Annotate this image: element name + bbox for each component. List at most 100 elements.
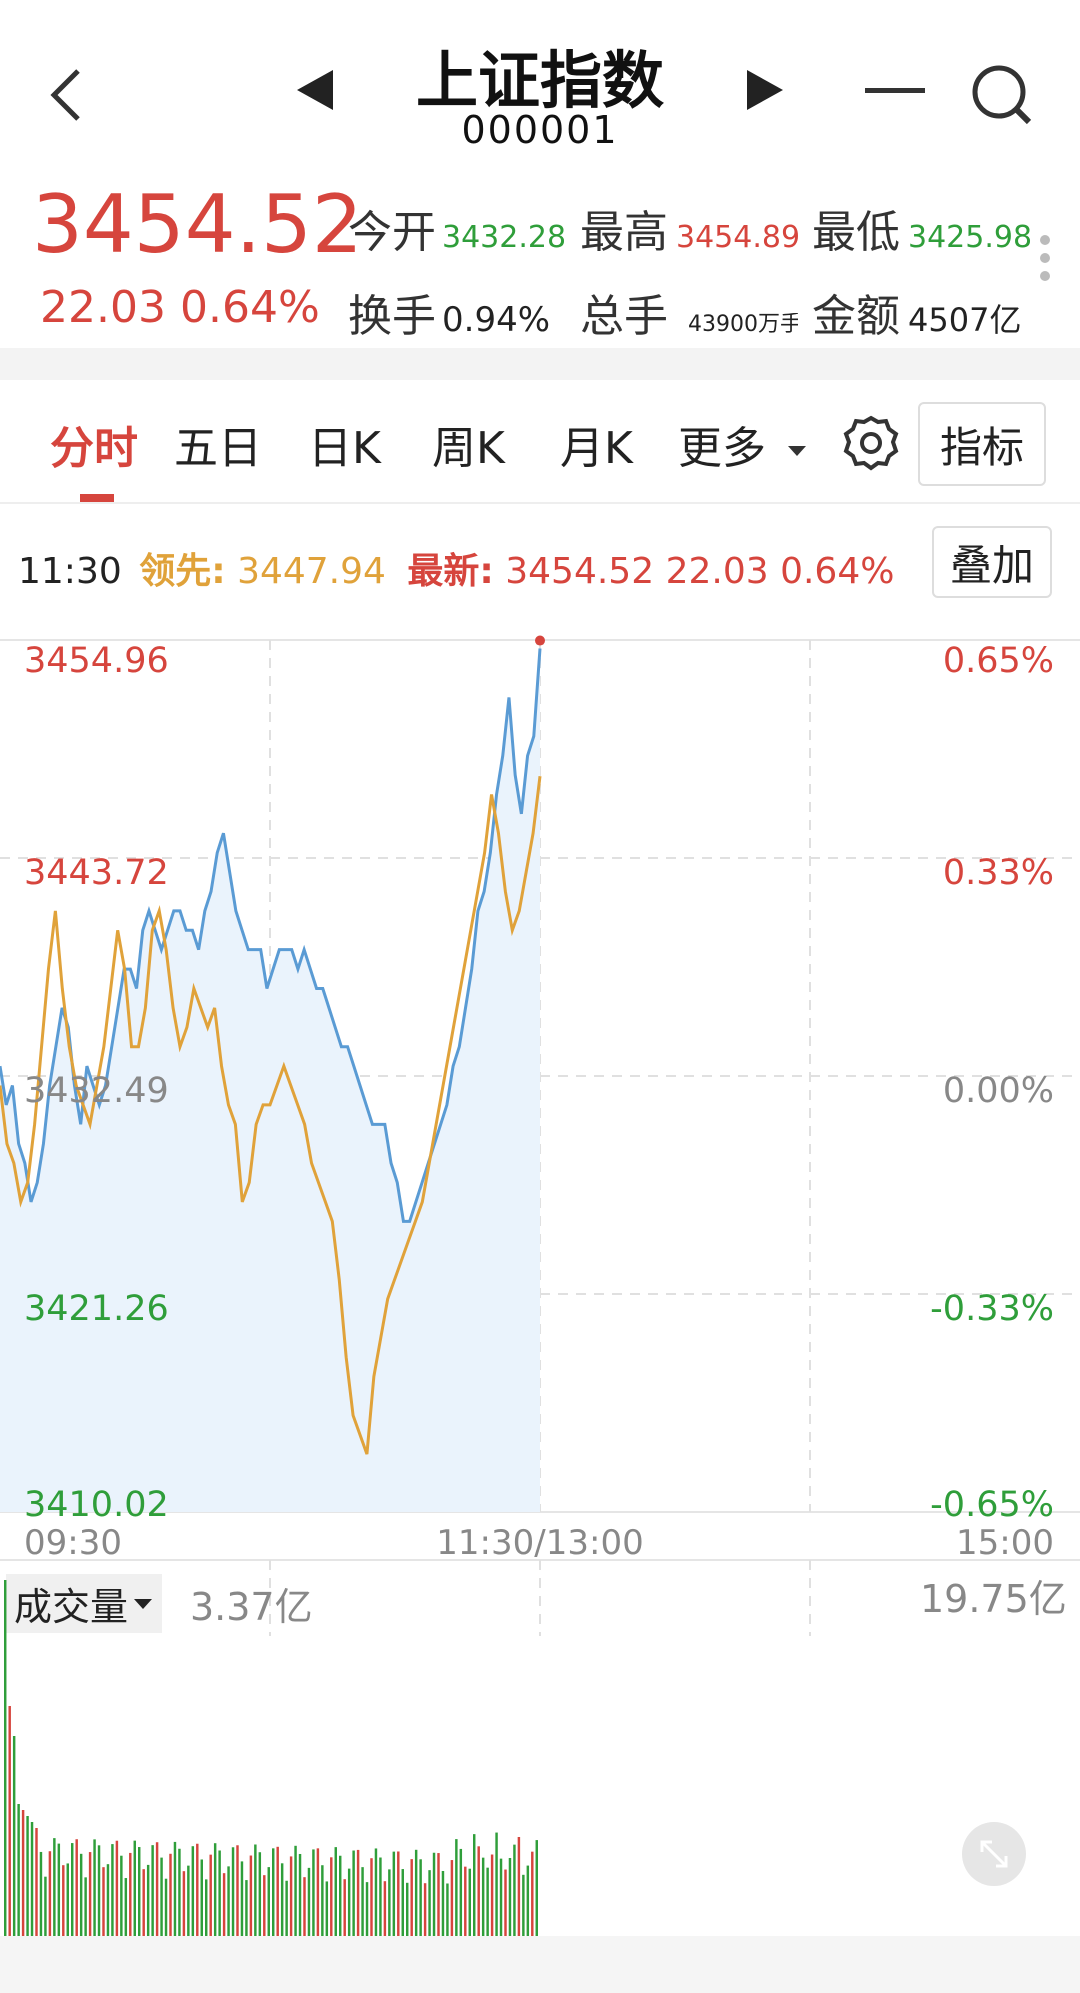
volume-bar <box>406 1882 409 1936</box>
tab-more[interactable]: 更多 <box>678 412 808 476</box>
volume-bar <box>312 1849 315 1936</box>
volume-bar <box>339 1855 342 1936</box>
amount-value: 4507亿 <box>908 301 1022 339</box>
volume-bar <box>53 1838 56 1936</box>
volume-bar <box>272 1848 275 1936</box>
indicator-button[interactable]: 指标 <box>918 402 1046 486</box>
volume-bar <box>477 1846 480 1936</box>
volume-bar <box>361 1867 364 1936</box>
volume-label: 总手 <box>580 291 668 342</box>
volume-bar <box>307 1867 311 1936</box>
volume-bar <box>432 1852 436 1936</box>
settings-button[interactable] <box>838 410 904 476</box>
volume-bar <box>356 1849 360 1936</box>
volume-bar <box>26 1816 29 1936</box>
tab-week-k[interactable]: 周K <box>432 423 505 474</box>
volume-selector[interactable]: 成交量 <box>6 1574 163 1633</box>
next-stock-button[interactable] <box>740 60 790 120</box>
volume-bar <box>155 1842 159 1936</box>
tab-intraday[interactable]: 分时 <box>50 423 138 474</box>
volume-bar <box>209 1854 212 1936</box>
info-bar: 11:30 领先: 3447.94 最新: 3454.52 22.03 0.64… <box>0 504 1080 620</box>
volume-bar <box>30 1822 34 1936</box>
volume-bar <box>294 1845 297 1936</box>
volume-bar <box>164 1878 168 1936</box>
volume-bar <box>196 1843 199 1936</box>
volume-bar <box>39 1851 43 1936</box>
volume-max-label: 19.75亿 <box>920 1577 1067 1621</box>
lead-value: 3447.94 <box>237 551 386 592</box>
stock-code: 000001 <box>461 108 619 152</box>
turnover-cell: 换手 0.94% <box>348 280 550 344</box>
lead-label: 领先: <box>139 551 226 592</box>
price-area-fill <box>0 648 540 1512</box>
volume-bar <box>267 1867 270 1936</box>
volume-bar <box>535 1840 538 1936</box>
volume-bar <box>495 1832 498 1936</box>
volume-bar <box>334 1847 337 1936</box>
volume-bar <box>213 1843 217 1936</box>
volume-bar <box>151 1845 154 1936</box>
volume-bar <box>222 1873 226 1936</box>
volume-bar <box>97 1845 101 1936</box>
volume-bar <box>48 1851 52 1936</box>
triangle-right-icon <box>747 70 783 110</box>
tab-day-k[interactable]: 日K <box>308 423 381 474</box>
expand-icon <box>980 1840 1008 1868</box>
back-button[interactable] <box>36 55 96 135</box>
volume-bar <box>392 1851 396 1936</box>
volume-bar <box>138 1847 141 1936</box>
more-options-button[interactable] <box>1030 230 1060 286</box>
price-change: 22.03 0.64% <box>40 282 320 333</box>
volume-bar <box>455 1839 458 1936</box>
chevron-left-icon <box>50 69 80 121</box>
volume-bar <box>240 1861 244 1936</box>
tab-month-k[interactable]: 月K <box>560 423 633 474</box>
fullscreen-button[interactable] <box>962 1822 1026 1886</box>
volume-chart <box>4 1580 538 1936</box>
gear-icon <box>843 415 899 471</box>
volume-bar <box>218 1850 221 1936</box>
volume-bar <box>531 1851 534 1936</box>
volume-bar <box>303 1877 306 1936</box>
volume-bar <box>490 1854 494 1936</box>
overlay-button[interactable]: 叠加 <box>932 526 1052 598</box>
latest-label: 最新: <box>407 551 494 592</box>
latest-value: 3454.52 22.03 0.64% <box>505 551 895 592</box>
volume-bar <box>289 1856 293 1936</box>
open-label: 今开 <box>348 207 436 258</box>
volume-bar <box>513 1844 516 1936</box>
tab-five-day[interactable]: 五日 <box>174 423 262 474</box>
minimize-button[interactable] <box>860 70 930 110</box>
open-cell: 今开 3432.28 <box>348 196 566 260</box>
y-right-tick: -0.33% <box>930 1289 1054 1329</box>
volume-bar <box>441 1870 445 1936</box>
search-button[interactable] <box>962 60 1042 130</box>
volume-bar <box>111 1844 114 1936</box>
section-divider <box>0 348 1080 380</box>
volume-bar <box>481 1857 485 1936</box>
y-left-tick: 3410.02 <box>24 1485 169 1525</box>
volume-bar <box>236 1845 239 1936</box>
volume-bar <box>71 1843 74 1936</box>
intraday-price-chart[interactable]: 3454.96 3443.72 3432.49 3421.26 3410.02 0.65%… <box>0 620 1080 1640</box>
volume-bar <box>486 1867 489 1936</box>
prev-stock-button[interactable] <box>290 60 340 120</box>
volume-label: 成交量 <box>14 1585 129 1629</box>
volume-bar <box>347 1868 351 1936</box>
amount-label: 金额 <box>812 291 900 342</box>
volume-bar <box>280 1863 284 1936</box>
volume-bar <box>464 1866 467 1936</box>
volume-bar <box>160 1857 163 1936</box>
volume-bar <box>504 1869 507 1936</box>
change-value: 22.03 <box>40 282 166 333</box>
volume-bar <box>62 1865 65 1936</box>
volume-bar <box>517 1836 521 1936</box>
volume-bar <box>4 1580 7 1936</box>
volume-value: 43900万手 <box>688 313 798 337</box>
volume-bar <box>428 1870 431 1936</box>
open-value: 3432.28 <box>442 220 567 255</box>
volume-bar <box>468 1868 471 1936</box>
volume-bar <box>17 1804 20 1936</box>
volume-bar <box>66 1863 69 1936</box>
